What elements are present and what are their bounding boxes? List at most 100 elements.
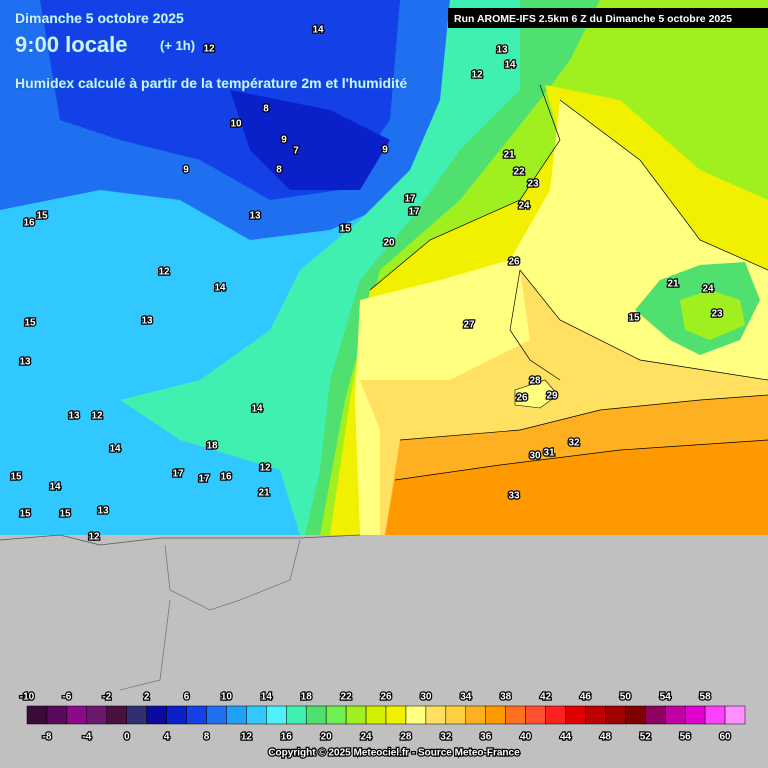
contour-label: 14 <box>49 482 61 493</box>
contour-label: 29 <box>546 391 558 402</box>
color-swatch <box>325 705 347 725</box>
contour-label: 15 <box>10 472 22 483</box>
color-swatch <box>305 705 327 725</box>
contour-label: 12 <box>91 411 103 422</box>
colorbar-label: 32 <box>440 732 452 743</box>
colorbar-label: 58 <box>700 692 712 703</box>
color-swatch <box>724 705 746 725</box>
contour-label: 14 <box>312 25 324 36</box>
contour-label: 15 <box>36 211 48 222</box>
run-box <box>448 8 768 28</box>
contour-line <box>509 269 561 381</box>
colorbar-label: 54 <box>660 692 672 703</box>
colorbar-label: 48 <box>600 732 612 743</box>
contour-label: 23 <box>711 309 723 320</box>
colorbar-label: 26 <box>380 692 392 703</box>
contour-label: 17 <box>198 474 210 485</box>
contour-label: 26 <box>508 257 520 268</box>
border-line <box>164 539 301 611</box>
contour-label: 12 <box>203 44 215 55</box>
color-swatch <box>565 705 586 725</box>
colorbar: -10 -6 -2 2 6 10 14 18 22 26 30 34 38 42 46 50 54 58-8 -4 0… <box>19 690 746 744</box>
islet <box>514 379 559 409</box>
contour-label: 31 <box>543 448 555 459</box>
contour-label: 7 <box>293 146 299 157</box>
subtitle: Humidex calculé à partir de la températu… <box>15 75 408 91</box>
colorbar-label: 0 <box>124 732 130 743</box>
contour-label: 14 <box>504 60 516 71</box>
time: 9:00 locale <box>15 32 128 57</box>
field-darkest-blue <box>230 90 390 190</box>
colorbar-label: 24 <box>360 732 372 743</box>
colorbar-label: 2 <box>144 692 150 703</box>
colorbar-label: 6 <box>184 692 190 703</box>
contour-lines <box>369 84 768 481</box>
contour-label: 13 <box>249 211 261 222</box>
color-swatch <box>485 705 506 725</box>
contour-label: 32 <box>568 438 580 449</box>
copyright: Copyright © 2025 Meteociel.fr - Source M… <box>268 748 520 759</box>
contour-label: 21 <box>667 279 679 290</box>
contour-label: 28 <box>529 376 541 387</box>
contour-label: 12 <box>471 70 483 81</box>
colorbar-label: 12 <box>241 732 253 743</box>
color-swatch <box>186 705 207 725</box>
color-swatch <box>704 705 726 725</box>
contour-label: 15 <box>19 509 31 520</box>
colorbar-label: -6 <box>62 692 71 703</box>
colorbar-label: 30 <box>420 692 432 703</box>
colorbar-label: 10 <box>221 692 233 703</box>
contour-label: 13 <box>141 316 153 327</box>
colorbar-label: 36 <box>480 732 492 743</box>
colorbar-label: 16 <box>281 732 293 743</box>
contour-label: 9 <box>183 165 189 176</box>
contour-label: 14 <box>109 444 121 455</box>
colorbar-label: 44 <box>560 732 572 743</box>
contour-label: 21 <box>503 150 515 161</box>
colorbar-label: 20 <box>321 732 333 743</box>
contour-line <box>559 99 768 271</box>
contour-label: 17 <box>408 207 420 218</box>
color-swatch <box>365 705 387 725</box>
contour-label: 16 <box>23 218 35 229</box>
contour-label: 21 <box>258 488 270 499</box>
time-offset: (+ 1h) <box>160 38 195 53</box>
color-swatch <box>585 705 606 725</box>
map-fields <box>0 0 768 691</box>
colorbar-label: 56 <box>680 732 692 743</box>
colorbar-label: 50 <box>620 692 632 703</box>
color-swatch <box>405 705 427 725</box>
colorbar-label: 40 <box>520 732 532 743</box>
colorbar-label: 14 <box>261 692 273 703</box>
contour-label: 26 <box>516 393 528 404</box>
contour-label: 8 <box>276 165 282 176</box>
color-swatch <box>465 705 486 725</box>
contour-label: 24 <box>702 284 714 295</box>
contour-label: 12 <box>259 463 271 474</box>
contour-label: 18 <box>206 441 218 452</box>
contour-label: 30 <box>529 451 541 462</box>
color-swatch <box>445 705 467 725</box>
contour-label: 17 <box>404 194 416 205</box>
color-swatch <box>26 705 48 725</box>
color-swatch <box>66 705 88 725</box>
colorbar-label: 4 <box>164 732 170 743</box>
colorbar-label: -8 <box>42 732 51 743</box>
colorbar-label: 60 <box>719 732 731 743</box>
colorbar-label: 22 <box>341 692 353 703</box>
colorbar-label: 38 <box>500 692 512 703</box>
colorbar-label: 34 <box>460 692 472 703</box>
colorbar-label: 18 <box>301 692 313 703</box>
color-swatch <box>266 705 287 725</box>
date: Dimanche 5 octobre 2025 <box>15 10 184 26</box>
contour-line <box>519 269 768 381</box>
contour-label: 17 <box>172 469 184 480</box>
coast-line <box>0 534 361 546</box>
contour-label: 23 <box>527 179 539 190</box>
contour-label: 16 <box>220 472 232 483</box>
color-swatch <box>664 705 686 725</box>
color-swatch <box>684 705 706 725</box>
colorbar-label: -2 <box>102 692 111 703</box>
